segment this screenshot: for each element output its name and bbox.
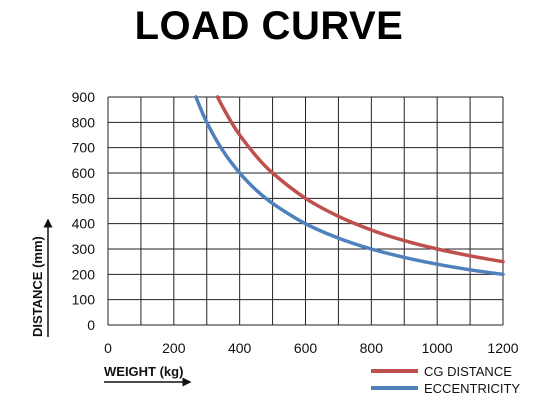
legend-label-cg-distance: CG DISTANCE: [424, 364, 512, 379]
y-tick-label-100: 100: [72, 292, 96, 308]
y-tick-label-0: 0: [87, 317, 95, 333]
x-tick-label-200: 200: [162, 340, 186, 356]
series-lines: [194, 95, 505, 277]
tick-labels: 0 100 200 300 400 500 600 700 800 900 0 200 400 600 80…: [72, 89, 519, 356]
y-axis-label: DISTANCE (mm): [30, 236, 45, 337]
x-tick-label-0: 0: [104, 340, 112, 356]
grid: [107, 96, 504, 326]
y-tick-label-900: 900: [72, 89, 96, 105]
x-tick-label-1000: 1000: [422, 340, 453, 356]
y-tick-label-800: 800: [72, 114, 96, 130]
x-tick-label-600: 600: [294, 340, 318, 356]
x-tick-label-400: 400: [228, 340, 252, 356]
y-tick-label-700: 700: [72, 140, 96, 156]
series-line-eccentricity: [194, 95, 505, 277]
x-tick-label-1200: 1200: [487, 340, 518, 356]
series-line-cg-distance: [215, 95, 505, 264]
y-tick-label-600: 600: [72, 165, 96, 181]
y-tick-label-300: 300: [72, 241, 96, 257]
y-tick-label-400: 400: [72, 216, 96, 232]
y-tick-label-500: 500: [72, 190, 96, 206]
chart-title: LOAD CURVE: [134, 4, 404, 48]
legend-label-eccentricity: ECCENTRICITY: [424, 381, 520, 396]
y-tick-label-200: 200: [72, 266, 96, 282]
x-tick-label-800: 800: [360, 340, 384, 356]
x-axis-label: WEIGHT (kg): [104, 364, 183, 379]
legend: CG DISTANCE ECCENTRICITY: [371, 364, 520, 396]
